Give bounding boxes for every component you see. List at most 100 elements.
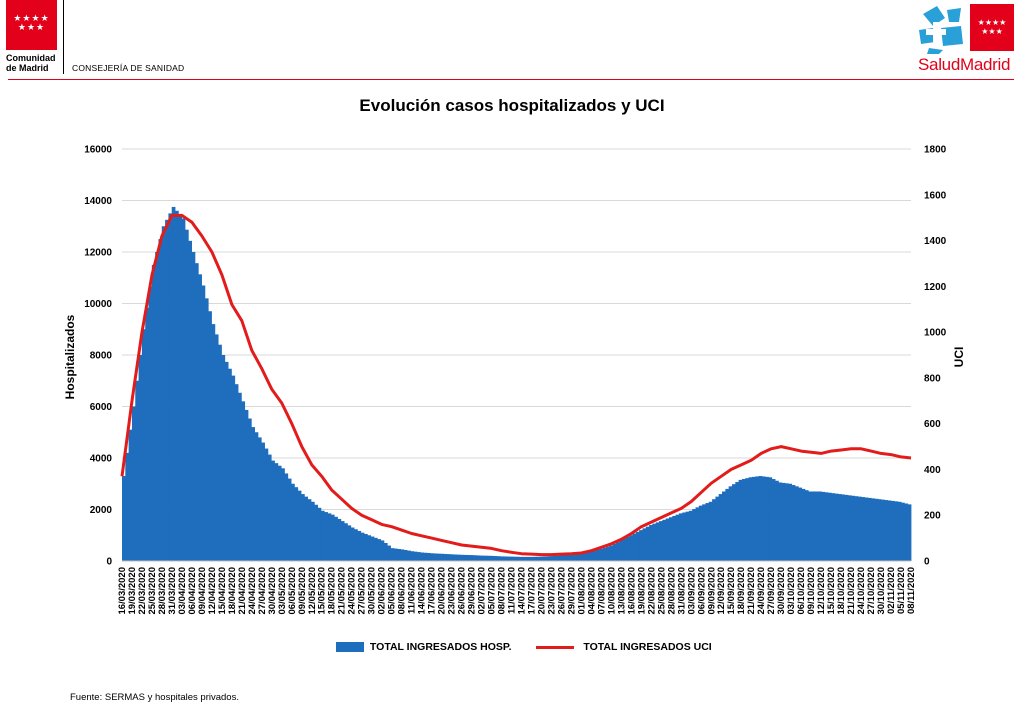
x-tick-label: 29/06/2020 — [467, 567, 478, 615]
x-tick-label: 16/08/2020 — [626, 567, 637, 615]
bar-hosp — [489, 555, 494, 561]
bar-hosp — [655, 522, 660, 562]
bar-hosp — [897, 501, 902, 561]
bar-hosp — [556, 555, 560, 561]
bar-hosp — [476, 555, 481, 561]
chart-legend: TOTAL INGRESADOS HOSP. TOTAL INGRESADOS … — [336, 641, 734, 653]
bar-hosp — [224, 361, 229, 561]
bar-hosp — [642, 528, 647, 561]
bar-hosp — [128, 429, 133, 561]
bar-hosp — [148, 286, 153, 561]
x-tick-label: 27/04/2020 — [257, 567, 268, 615]
bar-hosp — [483, 555, 488, 561]
bar-hosp — [324, 512, 328, 561]
x-tick-label: 02/06/2020 — [377, 567, 388, 615]
y-tick-label-right: 1600 — [924, 190, 947, 201]
bar-hosp — [904, 503, 909, 561]
bar-hosp — [340, 521, 345, 561]
bar-hosp — [612, 543, 617, 561]
y-tick-label-right: 1800 — [924, 145, 947, 156]
bar-hosp — [622, 538, 627, 561]
bar-hosp — [244, 409, 249, 561]
bar-hosp — [251, 427, 256, 561]
x-tick-label: 05/06/2020 — [387, 567, 398, 615]
bar-hosp — [559, 555, 564, 561]
bar-hosp — [393, 548, 398, 561]
bar-hosp — [718, 494, 723, 561]
x-tick-label: 31/03/2020 — [167, 567, 178, 615]
bar-hosp — [619, 540, 623, 561]
bar-hosp — [208, 311, 212, 561]
hosp-bars — [122, 206, 912, 562]
bar-hosp — [639, 530, 643, 561]
bar-hosp — [267, 454, 272, 561]
bar-hosp — [410, 551, 415, 561]
bar-hosp — [818, 491, 822, 561]
bar-hosp — [857, 496, 862, 562]
bar-hosp — [834, 493, 839, 561]
bar-hosp — [665, 518, 670, 561]
x-tick-label: 02/07/2020 — [477, 567, 488, 615]
x-tick-label: 20/07/2020 — [537, 567, 548, 615]
page-header: ★★★★ ★★★ Comunidad de Madrid CONSEJERÍA … — [0, 0, 1024, 82]
y-axis-label-right: UCI — [952, 347, 966, 368]
bar-hosp — [460, 554, 464, 561]
bar-hosp — [257, 437, 262, 561]
x-tick-label: 13/08/2020 — [616, 567, 627, 615]
bar-hosp — [158, 239, 163, 562]
x-tick-label: 09/09/2020 — [706, 567, 717, 615]
bar-hosp — [291, 483, 295, 561]
x-tick-label: 08/06/2020 — [397, 567, 408, 615]
bar-hosp — [519, 556, 524, 561]
bar-hosp — [383, 542, 388, 561]
bar-hosp — [131, 406, 136, 561]
x-tick-label: 21/04/2020 — [237, 567, 248, 615]
y-tick-label-left: 2000 — [90, 505, 113, 516]
header-divider — [8, 79, 1014, 80]
bar-hosp — [615, 542, 620, 561]
x-tick-label: 16/03/2020 — [117, 567, 128, 615]
bar-hosp — [715, 496, 720, 562]
x-tick-label: 27/05/2020 — [357, 567, 368, 615]
bar-hosp — [778, 482, 783, 561]
bar-hosp — [446, 554, 451, 561]
x-tick-label: 06/04/2020 — [187, 567, 198, 615]
bar-hosp — [775, 480, 779, 561]
x-tick-label: 06/09/2020 — [696, 567, 707, 615]
bar-hosp — [881, 499, 885, 561]
x-tick-label: 12/09/2020 — [716, 567, 727, 615]
legend-item-hosp: TOTAL INGRESADOS HOSP. — [336, 641, 512, 653]
y-tick-label-right: 1200 — [924, 282, 947, 293]
bar-hosp — [320, 510, 325, 561]
x-tick-label: 15/10/2020 — [826, 567, 837, 615]
bar-hosp — [506, 556, 511, 561]
bar-hosp — [884, 500, 889, 561]
bar-hosp — [420, 552, 425, 561]
bar-hosp — [122, 476, 126, 561]
bar-hosp — [808, 491, 812, 561]
bar-hosp — [165, 219, 169, 561]
bar-hosp — [294, 487, 299, 561]
bar-hosp — [854, 496, 859, 561]
bar-hosp — [801, 488, 806, 561]
bar-hosp — [745, 478, 749, 561]
bar-hosp — [678, 513, 683, 561]
chart-title: Evolución casos hospitalizados y UCI — [359, 96, 665, 115]
bar-hosp — [722, 491, 726, 561]
bar-hosp — [864, 497, 869, 561]
y-tick-label-left: 14000 — [84, 196, 112, 207]
bar-hosp — [284, 473, 289, 561]
legend-swatch-line — [536, 645, 575, 649]
bar-hosp — [731, 484, 736, 561]
bar-hosp — [907, 504, 912, 561]
bar-hosp — [254, 432, 259, 561]
x-tick-label: 11/06/2020 — [407, 567, 418, 614]
x-tick-label: 21/09/2020 — [746, 567, 757, 615]
bar-hosp — [596, 549, 600, 561]
bar-hosp — [814, 491, 819, 561]
bar-hosp — [901, 502, 905, 561]
bar-hosp — [582, 552, 587, 561]
bar-hosp — [841, 494, 846, 561]
bar-hosp — [877, 499, 882, 561]
bar-hosp — [141, 329, 146, 561]
